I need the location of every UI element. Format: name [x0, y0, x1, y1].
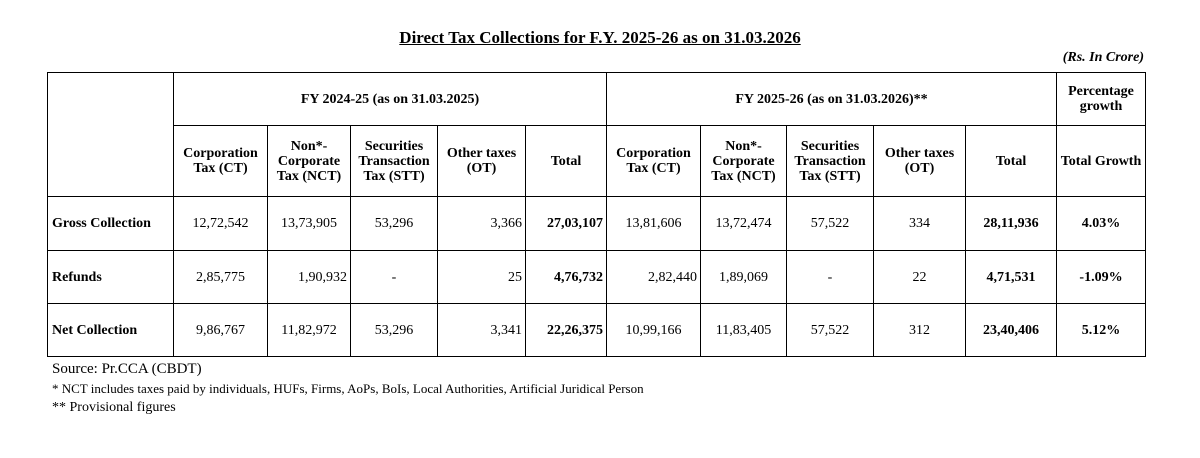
cell-net-growth: 5.12% — [1056, 303, 1146, 357]
units-note: (Rs. In Crore) — [1062, 50, 1144, 65]
col-header-prev-ct: Corporation Tax (CT) — [173, 125, 268, 197]
cell-refunds-growth: -1.09% — [1056, 250, 1146, 304]
col-header-prev-nct: Non*-Corporate Tax (NCT) — [267, 125, 351, 197]
group-header-curr: FY 2025-26 (as on 31.03.2026)** — [606, 72, 1057, 126]
cell-net-prev-ct: 9,86,767 — [173, 303, 268, 357]
cell-net-prev-stt: 53,296 — [350, 303, 438, 357]
col-header-curr-nct: Non*-Corporate Tax (NCT) — [700, 125, 787, 197]
row-label-gross: Gross Collection — [47, 196, 174, 251]
col-header-growth: Total Growth — [1056, 125, 1146, 197]
cell-refunds-prev-total: 4,76,732 — [525, 250, 607, 304]
col-header-prev-stt: Securities Transaction Tax (STT) — [350, 125, 438, 197]
row-label-refunds: Refunds — [47, 250, 174, 304]
nct-footnote: * NCT includes taxes paid by individuals… — [52, 381, 644, 396]
cell-net-curr-ot: 312 — [873, 303, 966, 357]
cell-gross-prev-stt: 53,296 — [350, 196, 438, 251]
group-header-growth: Percentage growth — [1056, 72, 1146, 126]
cell-net-curr-nct: 11,83,405 — [700, 303, 787, 357]
row-label-net: Net Collection — [47, 303, 174, 357]
cell-gross-curr-stt: 57,522 — [786, 196, 874, 251]
cell-refunds-prev-ot: 25 — [437, 250, 526, 304]
col-header-curr-ct: Corporation Tax (CT) — [606, 125, 701, 197]
cell-gross-curr-total: 28,11,936 — [965, 196, 1057, 251]
col-header-prev-ot: Other taxes (OT) — [437, 125, 526, 197]
cell-refunds-curr-ct: 2,82,440 — [606, 250, 701, 304]
cell-refunds-curr-stt: - — [786, 250, 874, 304]
cell-gross-prev-total: 27,03,107 — [525, 196, 607, 251]
cell-gross-prev-ot: 3,366 — [437, 196, 526, 251]
cell-gross-curr-nct: 13,72,474 — [700, 196, 787, 251]
cell-refunds-curr-ot: 22 — [873, 250, 966, 304]
table-row-gross: Gross Collection 12,72,542 13,73,905 53,… — [47, 196, 1146, 251]
group-header-prev: FY 2024-25 (as on 31.03.2025) — [173, 72, 607, 126]
cell-net-curr-total: 23,40,406 — [965, 303, 1057, 357]
cell-refunds-curr-nct: 1,89,069 — [700, 250, 787, 304]
col-header-curr-stt: Securities Transaction Tax (STT) — [786, 125, 874, 197]
cell-refunds-prev-nct: 1,90,932 — [267, 250, 351, 304]
column-header-row: Corporation Tax (CT) Non*-Corporate Tax … — [48, 125, 1146, 197]
cell-net-curr-ct: 10,99,166 — [606, 303, 701, 357]
cell-gross-growth: 4.03% — [1056, 196, 1146, 251]
cell-net-prev-ot: 3,341 — [437, 303, 526, 357]
group-header-row: FY 2024-25 (as on 31.03.2025) FY 2025-26… — [47, 72, 1146, 197]
cell-gross-prev-ct: 12,72,542 — [173, 196, 268, 251]
cell-refunds-prev-stt: - — [350, 250, 438, 304]
cell-gross-curr-ot: 334 — [873, 196, 966, 251]
cell-gross-curr-ct: 13,81,606 — [606, 196, 701, 251]
cell-net-curr-stt: 57,522 — [786, 303, 874, 357]
table-row-refunds: Refunds 2,85,775 1,90,932 - 25 4,76,732 … — [47, 250, 1146, 304]
corner-cell — [47, 72, 174, 197]
table-row-net: Net Collection 9,86,767 11,82,972 53,296… — [47, 303, 1146, 357]
provisional-footnote: ** Provisional figures — [52, 400, 176, 415]
col-header-curr-ot: Other taxes (OT) — [873, 125, 966, 197]
cell-gross-prev-nct: 13,73,905 — [267, 196, 351, 251]
cell-net-prev-total: 22,26,375 — [525, 303, 607, 357]
tax-collections-table: FY 2024-25 (as on 31.03.2025) FY 2025-26… — [47, 72, 1146, 357]
source-note: Source: Pr.CCA (CBDT) — [52, 361, 202, 377]
cell-net-prev-nct: 11,82,972 — [267, 303, 351, 357]
page-title: Direct Tax Collections for F.Y. 2025-26 … — [399, 28, 801, 47]
cell-refunds-prev-ct: 2,85,775 — [173, 250, 268, 304]
col-header-curr-total: Total — [965, 125, 1057, 197]
cell-refunds-curr-total: 4,71,531 — [965, 250, 1057, 304]
col-header-prev-total: Total — [525, 125, 607, 197]
